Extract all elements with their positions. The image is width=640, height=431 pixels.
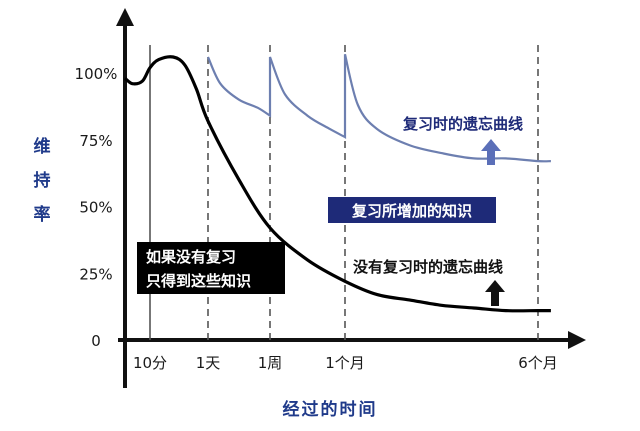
y-tick-label: 75% <box>79 132 112 150</box>
series-line-review <box>206 54 551 163</box>
x-axis-title: 经过的时间 <box>283 399 378 420</box>
gain-label-box <box>328 197 496 223</box>
y-tick-label: 100% <box>75 65 118 83</box>
x-tick-label: 1个月 <box>325 354 365 372</box>
review-curve-label: 复习时的遗忘曲线 <box>402 115 523 133</box>
x-tick-label: 1周 <box>258 354 283 372</box>
y-tick-label: 50% <box>79 199 112 217</box>
gain-label: 复习所增加的知识 <box>351 202 472 220</box>
no-review-box-line1: 如果没有复习 <box>146 248 236 266</box>
x-tick-label: 6个月 <box>518 354 558 372</box>
y-tick-label: 25% <box>79 265 112 283</box>
arrow-up-blue-icon <box>481 139 501 165</box>
series-line-no-review <box>123 55 551 313</box>
y-tick-label: 0 <box>91 332 101 350</box>
no-review-box <box>137 242 285 294</box>
y-axis-title: 维持率 <box>34 136 51 225</box>
no-review-curve-label: 没有复习时的遗忘曲线 <box>353 258 503 276</box>
x-axis-arrow-icon <box>568 331 586 349</box>
x-tick-label: 1天 <box>196 354 221 372</box>
no-review-box-line2: 只得到这些知识 <box>146 272 251 290</box>
arrow-up-black-icon <box>485 280 505 306</box>
y-axis-arrow-icon <box>116 8 134 26</box>
x-tick-label: 10分 <box>133 354 167 372</box>
